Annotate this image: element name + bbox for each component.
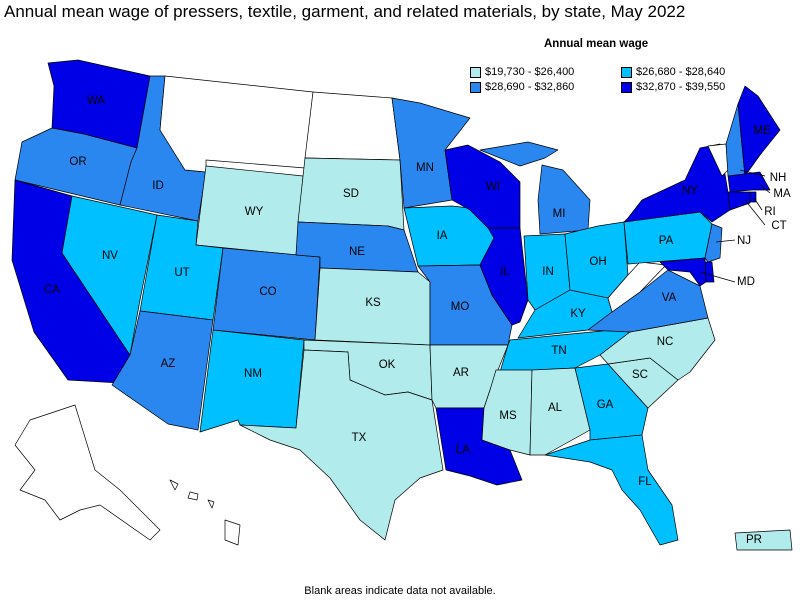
label-SD: SD (343, 188, 359, 200)
label-OR: OR (69, 156, 86, 168)
legend-item-bin-4: $32,870 - $39,550 (621, 81, 725, 93)
label-WI: WI (486, 181, 500, 193)
legend-swatch (470, 66, 481, 78)
legend-item-bin-1: $19,730 - $26,400 (470, 66, 574, 78)
legend-swatch (470, 81, 481, 93)
label-IN: IN (542, 266, 554, 278)
legend-item-bin-3: $28,690 - $32,860 (470, 81, 574, 93)
label-NM: NM (244, 368, 262, 380)
label-CT: CT (771, 220, 786, 232)
label-MS: MS (499, 410, 517, 422)
state-DE[interactable] (704, 261, 715, 283)
label-RI: RI (764, 206, 776, 218)
legend-label: $26,680 - $28,640 (636, 66, 726, 78)
state-PR[interactable] (734, 529, 793, 551)
state-TX[interactable] (239, 349, 444, 541)
label-TN: TN (551, 345, 566, 357)
legend-swatch (621, 81, 632, 93)
state-AK[interactable] (14, 404, 161, 541)
label-LA: LA (456, 444, 470, 456)
leader-line-ma (759, 184, 771, 194)
label-IL: IL (500, 266, 510, 278)
label-SC: SC (632, 369, 648, 381)
legend-swatch (621, 66, 632, 78)
label-NE: NE (349, 246, 365, 258)
label-NY: NY (682, 185, 698, 197)
label-GA: GA (597, 399, 614, 411)
label-WY: WY (245, 206, 264, 218)
label-ID: ID (152, 180, 164, 192)
label-CO: CO (259, 286, 276, 298)
legend-label: $32,870 - $39,550 (636, 81, 726, 93)
state-HI[interactable] (169, 479, 241, 546)
label-NJ: NJ (737, 235, 751, 247)
label-PR: PR (746, 534, 762, 546)
state-MA[interactable] (727, 171, 771, 193)
label-TX: TX (352, 432, 367, 444)
map-title: Annual mean wage of pressers, textile, g… (4, 2, 686, 21)
label-WA: WA (87, 95, 105, 107)
label-AZ: AZ (161, 358, 176, 370)
leader-line-nh (739, 169, 766, 177)
state-CT[interactable] (727, 191, 751, 211)
state-RI[interactable] (749, 191, 757, 203)
state-FL[interactable] (544, 434, 679, 546)
label-MI: MI (553, 208, 566, 220)
state-MD[interactable] (659, 257, 707, 287)
label-FL: FL (638, 476, 652, 488)
label-OH: OH (589, 256, 606, 268)
label-MO: MO (451, 301, 470, 313)
label-MA: MA (773, 188, 791, 200)
state-AL[interactable] (529, 367, 591, 456)
legend-label: $28,690 - $32,860 (485, 81, 575, 93)
footnote: Blank areas indicate data not available. (304, 585, 496, 597)
label-IA: IA (437, 230, 448, 242)
label-NC: NC (657, 336, 674, 348)
leader-line-md (699, 271, 736, 283)
label-PA: PA (659, 235, 674, 247)
label-UT: UT (174, 267, 189, 279)
label-KY: KY (570, 308, 586, 320)
state-IL[interactable] (479, 227, 529, 326)
leader-line-ri (753, 197, 763, 211)
label-NH: NH (770, 172, 787, 184)
legend-label: $19,730 - $26,400 (485, 66, 575, 78)
label-AR: AR (453, 367, 469, 379)
label-MD: MD (737, 276, 755, 288)
state-AZ[interactable] (111, 310, 214, 431)
label-MN: MN (416, 162, 434, 174)
label-KS: KS (365, 297, 381, 309)
label-VA: VA (662, 292, 677, 304)
label-CA: CA (44, 284, 60, 296)
label-AL: AL (548, 402, 563, 414)
leader-line-ct (744, 199, 766, 226)
state-NV[interactable] (61, 195, 158, 356)
legend-title: Annual mean wage (544, 38, 649, 50)
state-ND[interactable] (304, 91, 401, 161)
leader-line-nj (715, 239, 736, 243)
state-MT[interactable] (159, 75, 314, 173)
label-NV: NV (102, 250, 118, 262)
label-ME: ME (753, 125, 771, 137)
state-NJ[interactable] (704, 223, 723, 263)
state-NM[interactable] (199, 329, 305, 433)
label-OK: OK (379, 359, 396, 371)
legend-item-bin-2: $26,680 - $28,640 (621, 66, 725, 78)
